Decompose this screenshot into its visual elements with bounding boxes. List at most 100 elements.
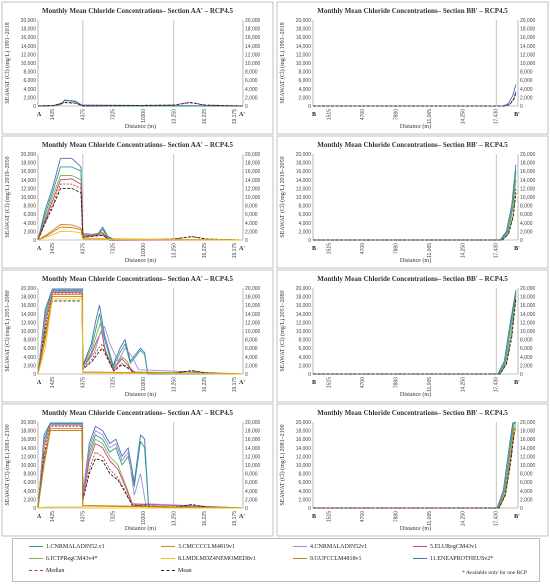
panel-frame (276, 135, 549, 269)
series-line (37, 300, 244, 375)
y-tick-label: 0 (245, 506, 248, 512)
x-axis-label: Distance (m) (125, 391, 156, 398)
y-tick-label: 4,000 (245, 489, 258, 495)
y-tick-label: 12,000 (296, 454, 312, 460)
y-tick-label: 12,000 (245, 186, 261, 192)
y-tick-label: 4,000 (520, 355, 533, 361)
y-tick-label: 2,000 (298, 229, 311, 235)
x-tick-label: 7325 (111, 377, 117, 388)
y-tick-label: 16,000 (296, 169, 312, 175)
legend-label: Median (46, 568, 65, 574)
y-tick-label: 12,000 (520, 320, 536, 326)
x-tick-label: 13,250 (171, 243, 177, 259)
y-tick-label: 16,000 (520, 169, 536, 175)
y-tick-label: 6,000 (298, 346, 311, 352)
x-tick-label: 19,175 (232, 109, 238, 125)
legend-swatch (413, 546, 427, 548)
y-tick-label: 14,000 (245, 44, 261, 50)
y-tick-label: 20,000 (245, 18, 261, 24)
legend-label: 11.ENEAPROTHEUSv2* (430, 556, 494, 562)
section-start-label: A (37, 112, 42, 118)
y-tick-label: 18,000 (21, 27, 37, 33)
y-tick-label: 2,000 (298, 497, 311, 503)
y-tick-label: 8,000 (298, 472, 311, 478)
section-end-label: A' (239, 514, 245, 520)
y-tick-label: 0 (245, 238, 248, 244)
legend-label: 4.CNRMALADIN52v1 (310, 544, 368, 550)
x-tick-label: 1515 (326, 377, 332, 388)
y-tick-label: 12,000 (520, 454, 536, 460)
x-tick-label: 13,250 (171, 511, 177, 527)
y-tick-label: 20,000 (296, 420, 312, 426)
y-tick-label: 6,000 (245, 78, 258, 84)
y-tick-label: 12,000 (296, 186, 312, 192)
y-tick-label: 20,000 (21, 152, 37, 158)
y-tick-label: 2,000 (298, 363, 311, 369)
y-tick-label: 8,000 (245, 472, 258, 478)
x-tick-label: 7325 (111, 109, 117, 120)
y-tick-label: 0 (245, 104, 248, 110)
chart-title: Monthly Mean Chloride Concentrations– Se… (317, 275, 508, 283)
section-end-label: B' (514, 246, 520, 252)
chart-title: Monthly Mean Chloride Concentrations– Se… (317, 141, 508, 149)
legend-label: 1.CNRMALADIN52.v1 (46, 544, 105, 550)
x-tick-label: 17,430 (494, 511, 500, 527)
x-tick-label: 14,250 (460, 377, 466, 393)
y-tick-label: 2,000 (23, 363, 36, 369)
legend-item: Median (29, 568, 64, 575)
x-tick-label: 14,250 (460, 109, 466, 125)
chart-title: Monthly Mean Chloride Concentrations– Se… (42, 409, 233, 417)
y-tick-label: 16,000 (520, 437, 536, 443)
y-tick-label: 4,000 (520, 221, 533, 227)
x-tick-label: 10300 (141, 109, 147, 123)
y-tick-label: 10,000 (245, 463, 261, 469)
y-tick-label: 18,000 (296, 161, 312, 167)
y-tick-label: 4,000 (520, 489, 533, 495)
y-axis-label: SEAWAT (Cl) (mg/L) 1991–2018 (279, 22, 286, 103)
legend-note: * Available only for one RCP (462, 570, 527, 576)
y-tick-label: 14,000 (21, 44, 37, 50)
legend-label: 8.LMDLMDZ4NEMOMED8v1 (178, 556, 256, 562)
y-tick-label: 4,000 (245, 355, 258, 361)
y-tick-label: 12,000 (296, 320, 312, 326)
legend-item: 8.LMDLMDZ4NEMOMED8v1 (161, 556, 256, 563)
x-tick-label: 4700 (360, 377, 366, 388)
x-tick-label: 4375 (80, 377, 86, 388)
y-tick-label: 0 (308, 506, 311, 512)
y-tick-label: 20,000 (296, 152, 312, 158)
y-tick-label: 0 (308, 238, 311, 244)
chart-panel: Monthly Mean Chloride Concentrations– Se… (276, 403, 549, 537)
y-tick-label: 18,000 (245, 161, 261, 167)
y-tick-label: 14,000 (520, 312, 536, 318)
y-tick-label: 6,000 (23, 346, 36, 352)
x-axis-label: Distance (m) (125, 123, 156, 130)
x-tick-label: 14,250 (460, 243, 466, 259)
y-tick-label: 2,000 (520, 95, 533, 101)
y-tick-label: 6,000 (520, 78, 533, 84)
x-tick-label: 7880 (393, 109, 399, 120)
series-line (37, 430, 244, 509)
series-line (37, 102, 244, 107)
legend-item: 6.ICTPRegCM43v4* (29, 556, 98, 563)
y-tick-label: 2,000 (245, 363, 258, 369)
section-end-label: B' (514, 112, 520, 118)
section-end-label: A' (239, 112, 245, 118)
x-tick-label: 11,065 (427, 377, 433, 392)
y-tick-label: 10,000 (245, 61, 261, 67)
y-tick-label: 8,000 (23, 338, 36, 344)
x-tick-label: 10300 (141, 511, 147, 525)
y-tick-label: 2,000 (520, 229, 533, 235)
legend-item: 4.CNRMALADIN52v1 (293, 544, 367, 551)
x-tick-label: 16,225 (202, 109, 208, 125)
legend-item: 1.CNRMALADIN52.v1 (29, 544, 105, 551)
y-tick-label: 6,000 (520, 480, 533, 486)
section-end-label: B' (514, 514, 520, 520)
x-axis-label: Distance (m) (400, 391, 431, 398)
x-tick-label: 16,225 (202, 377, 208, 393)
chart-panel: Monthly Mean Chloride Concentrations– Se… (1, 1, 274, 135)
legend-label: 5.ELURegCM43v1 (430, 544, 478, 550)
x-tick-label: 7880 (393, 243, 399, 254)
y-tick-label: 14,000 (21, 312, 37, 318)
y-tick-label: 18,000 (296, 295, 312, 301)
legend-swatch (161, 558, 175, 560)
